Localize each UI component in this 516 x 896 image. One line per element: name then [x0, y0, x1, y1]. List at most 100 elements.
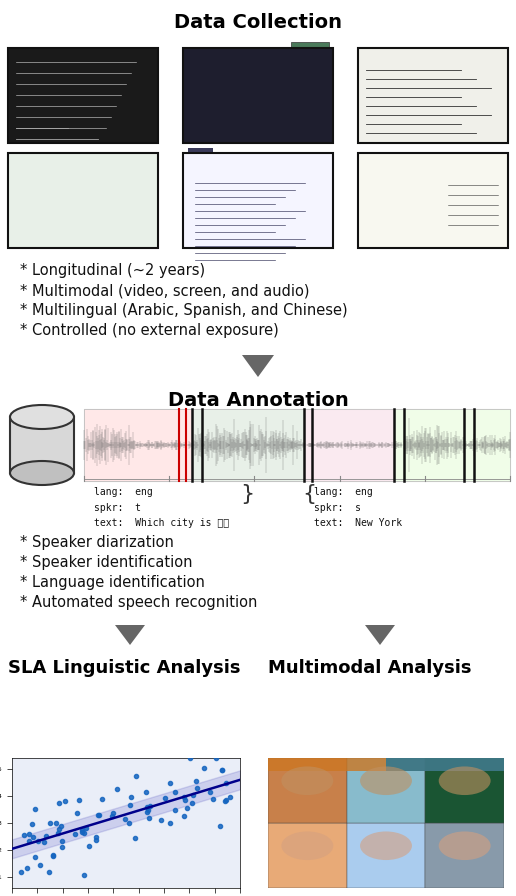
Bar	[363, 214, 463, 221]
Bar	[268, 823, 347, 888]
Bar	[191, 177, 325, 240]
Bar	[188, 132, 213, 142]
Bar	[8, 133, 158, 143]
Point	[131, 831, 139, 846]
Point	[49, 849, 57, 864]
Text: * Automated speech recognition: * Automated speech recognition	[20, 595, 257, 610]
Text: * Multilingual (Arabic, Spanish, and Chinese): * Multilingual (Arabic, Spanish, and Chi…	[20, 303, 348, 318]
Bar	[358, 153, 508, 171]
Point	[107, 809, 116, 823]
Bar	[268, 758, 504, 771]
Bar	[116, 52, 154, 88]
Circle shape	[85, 205, 101, 221]
Bar	[425, 758, 504, 823]
Circle shape	[13, 200, 33, 220]
Bar	[188, 116, 213, 126]
Point	[91, 832, 100, 847]
Bar	[183, 153, 333, 165]
Bar	[20, 215, 48, 233]
Point	[192, 773, 200, 788]
Point	[217, 763, 225, 778]
Bar	[358, 48, 508, 60]
Polygon shape	[115, 625, 145, 645]
Bar	[394, 409, 510, 481]
Point	[41, 829, 50, 843]
Text: * Controlled (no external exposure): * Controlled (no external exposure)	[20, 323, 279, 338]
Bar	[84, 409, 510, 481]
Point	[186, 751, 195, 765]
Point	[25, 833, 34, 848]
Point	[49, 848, 57, 862]
Bar	[8, 238, 158, 248]
Point	[222, 775, 230, 789]
Bar	[8, 153, 158, 248]
Circle shape	[439, 766, 491, 795]
Bar	[8, 48, 158, 143]
Point	[55, 822, 63, 836]
Bar	[108, 208, 148, 233]
Text: * Speaker identification: * Speaker identification	[20, 555, 192, 570]
Text: * Longitudinal (~2 years): * Longitudinal (~2 years)	[20, 263, 205, 278]
Point	[36, 857, 44, 872]
Point	[125, 815, 133, 830]
Text: * Speaker diarization: * Speaker diarization	[20, 535, 174, 550]
Circle shape	[360, 831, 412, 860]
Circle shape	[44, 169, 72, 197]
Point	[109, 806, 118, 820]
Point	[145, 811, 153, 825]
Circle shape	[116, 181, 140, 205]
Point	[17, 865, 25, 879]
Point	[192, 781, 201, 796]
Bar	[183, 133, 333, 143]
Bar	[188, 84, 213, 94]
Bar	[183, 238, 333, 248]
Bar	[10, 417, 74, 473]
Bar	[116, 170, 134, 190]
Bar	[183, 153, 333, 248]
Point	[31, 850, 40, 865]
Point	[161, 791, 169, 806]
Bar	[183, 165, 333, 175]
Bar	[291, 102, 329, 128]
Point	[29, 830, 38, 844]
Circle shape	[281, 831, 333, 860]
Point	[71, 827, 79, 841]
Point	[218, 762, 226, 777]
Circle shape	[360, 766, 412, 795]
Bar	[291, 72, 329, 98]
Bar	[358, 153, 508, 248]
Point	[166, 815, 174, 830]
Point	[141, 784, 150, 798]
Point	[166, 776, 174, 790]
Bar	[347, 758, 425, 823]
Text: Multimodal Analysis: Multimodal Analysis	[268, 659, 472, 677]
Point	[212, 751, 220, 765]
Bar	[78, 173, 108, 198]
Point	[127, 790, 135, 805]
Bar	[363, 184, 463, 191]
Point	[40, 835, 49, 849]
Text: {: {	[302, 484, 316, 504]
Point	[85, 840, 93, 854]
Text: * Multimodal (video, screen, and audio): * Multimodal (video, screen, and audio)	[20, 283, 310, 298]
Point	[180, 789, 188, 804]
Point	[121, 812, 129, 826]
Point	[34, 834, 42, 849]
Bar	[363, 224, 483, 231]
Point	[23, 860, 31, 874]
Point	[171, 803, 180, 817]
Bar	[136, 198, 154, 228]
Point	[222, 793, 230, 807]
Bar	[18, 171, 40, 193]
Point	[98, 792, 106, 806]
Point	[181, 793, 189, 807]
Circle shape	[281, 766, 333, 795]
Bar	[347, 823, 425, 888]
Bar	[84, 409, 192, 481]
Point	[92, 830, 100, 844]
Bar	[183, 48, 333, 143]
Point	[206, 785, 214, 799]
Point	[215, 818, 223, 832]
Polygon shape	[242, 355, 274, 377]
Bar	[221, 64, 329, 141]
